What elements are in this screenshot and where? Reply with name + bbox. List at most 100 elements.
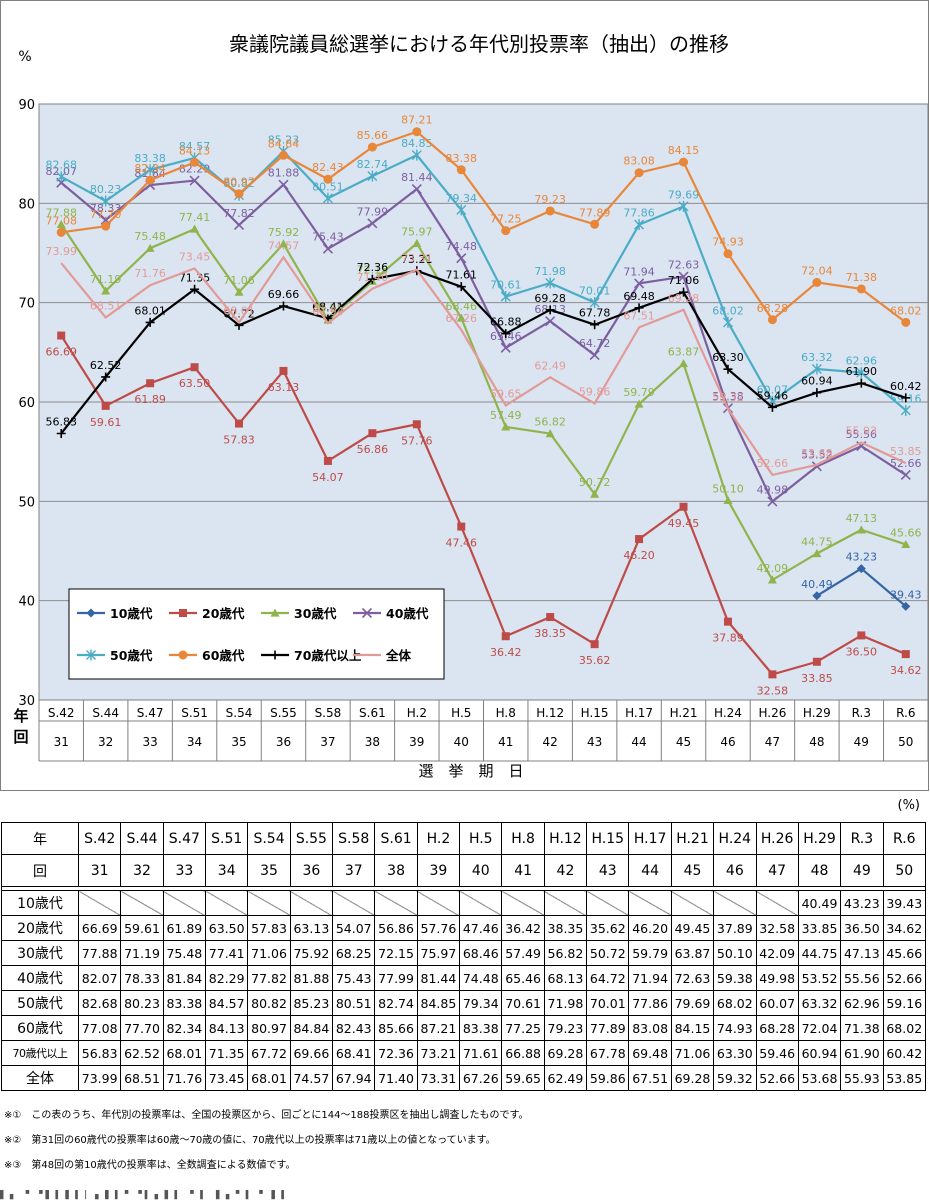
year-cell: H.8: [501, 822, 545, 855]
data-label-2: 77.88: [45, 206, 77, 219]
value-cell: 75.97: [416, 940, 461, 966]
value-cell: 75.92: [289, 940, 334, 966]
x-session-label: 40: [454, 735, 469, 749]
series-point-5: [101, 221, 111, 231]
data-label-2: 57.49: [490, 409, 522, 422]
data-label-4: 62.96: [846, 355, 878, 368]
session-cell: 45: [670, 854, 715, 887]
data-label-4: 84.85: [401, 137, 433, 150]
value-cell: 82.07: [77, 965, 122, 991]
legend-label-3: 40歳代: [386, 606, 429, 621]
value-cell: [713, 890, 757, 916]
series-point-1: [235, 419, 244, 428]
x-tick-label: H.17: [625, 706, 653, 720]
year-cell: H.21: [670, 822, 715, 855]
value-cell: 87.21: [416, 1015, 461, 1041]
value-cell: 62.49: [543, 1065, 588, 1091]
value-cell: 60.94: [797, 1040, 842, 1066]
series-point-2: [190, 224, 200, 233]
series-point-3: [456, 253, 467, 264]
legend-label-4: 50歳代: [110, 648, 153, 663]
value-cell: 73.99: [77, 1065, 122, 1091]
series-point-6: [190, 284, 200, 294]
series-point-4: [456, 204, 467, 216]
series-point-4: [545, 277, 556, 289]
series-point-5: [56, 227, 66, 237]
series-point-5: [456, 165, 466, 175]
value-cell: [543, 890, 588, 916]
data-label-5: 77.89: [579, 206, 611, 219]
data-label-4: 84.57: [179, 140, 211, 153]
x-session-label: 31: [54, 735, 69, 749]
row-label: 40歳代: [1, 965, 79, 991]
cutoff-text: ▌▖ ▘▝▌▍▌▍▏▖▌▍▘▝▍▖▌▍ ▘▍ ▌▖▘▍▝ ▌▍: [0, 1190, 292, 1200]
data-label-5: 79.23: [534, 193, 566, 206]
data-label-4: 70.61: [490, 279, 522, 292]
series-point-4: [145, 164, 156, 176]
note-1: ※① この表のうち、年代別の投票率は、全国の投票区から、回ごとに144～188投…: [4, 1110, 529, 1121]
value-cell: 68.02: [713, 990, 757, 1016]
value-cell: 77.88: [77, 940, 122, 966]
year-cell: S.61: [374, 822, 418, 855]
data-label-1: 66.69: [45, 346, 77, 359]
value-cell: [755, 890, 799, 916]
value-cell: 77.82: [247, 965, 291, 991]
value-cell: 72.15: [374, 940, 418, 966]
value-cell: 71.35: [205, 1040, 249, 1066]
data-label-6: 63.30: [712, 351, 744, 364]
x-tick-label: H.29: [803, 706, 831, 720]
value-cell: 36.50: [840, 915, 884, 941]
gap-cell: [1, 886, 926, 891]
series-point-2: [812, 548, 822, 558]
row-header-year: 年: [1, 822, 79, 855]
series-point-4: [589, 297, 600, 309]
series-point-1: [190, 363, 199, 372]
data-label-6: 67.78: [579, 307, 611, 320]
data-label-0: 43.23: [846, 551, 878, 564]
value-cell: 68.51: [120, 1065, 164, 1091]
series-point-1: [457, 522, 466, 531]
data-label-4: 68.02: [712, 304, 744, 317]
x-session-label: 47: [765, 735, 780, 749]
session-cell: 47: [755, 854, 799, 887]
x-tick-label: S.61: [359, 706, 386, 720]
value-cell: 69.28: [670, 1065, 715, 1091]
value-cell: 47.13: [840, 940, 884, 966]
data-label-6: 62.52: [90, 359, 122, 372]
x-axis-title: 選 挙 期 日: [418, 762, 523, 780]
data-label-7: 71.40: [357, 271, 389, 284]
data-label-4: 80.51: [312, 180, 344, 193]
value-cell: 72.36: [374, 1040, 418, 1066]
year-cell: R.6: [882, 822, 927, 855]
series-point-5: [501, 226, 511, 236]
series-point-1: [723, 617, 732, 626]
data-label-1: 32.58: [757, 684, 789, 697]
series-point-1: [368, 429, 377, 438]
series-point-6: [501, 329, 511, 339]
series-point-6: [856, 378, 866, 388]
series-point-4: [500, 291, 511, 303]
series-line-4: [60, 149, 907, 412]
series-point-6: [145, 317, 155, 327]
series-point-6: [456, 282, 466, 292]
series-point-5: [278, 150, 288, 160]
value-cell: 69.66: [289, 1040, 334, 1066]
year-cell: H.29: [797, 822, 842, 855]
data-label-1: 61.89: [134, 393, 166, 406]
value-cell: 82.29: [205, 965, 249, 991]
series-point-1: [501, 632, 510, 641]
value-cell: 63.13: [289, 915, 334, 941]
series-point-5: [323, 174, 333, 184]
row-header-session: 回: [1, 854, 79, 887]
value-cell: 74.48: [459, 965, 503, 991]
table-row: 70歳代以上 56.83 62.52 68.01 71.35 67.72 69.66 68.4…: [1, 1040, 927, 1066]
value-cell: 50.72: [586, 940, 630, 966]
series-point-2: [234, 287, 244, 296]
series-line-3: [60, 179, 907, 504]
value-cell: 61.90: [840, 1040, 884, 1066]
series-point-4: [811, 363, 822, 375]
value-cell: 59.16: [882, 990, 927, 1016]
data-label-2: 42.09: [757, 562, 789, 575]
data-label-4: 83.38: [134, 152, 166, 165]
y-axis-unit: %: [18, 49, 31, 65]
